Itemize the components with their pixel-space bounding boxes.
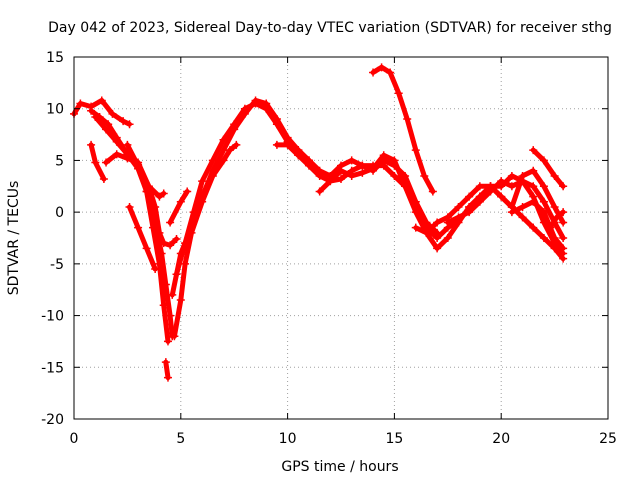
y-tick-label: 0 — [55, 205, 64, 221]
plot-frame — [73, 56, 609, 420]
series-track-22 — [546, 208, 568, 232]
data-series — [70, 63, 568, 382]
y-axis-label: SDTVAR / TECUs — [6, 181, 22, 296]
series-line — [103, 151, 179, 248]
series-track-12 — [166, 187, 192, 227]
series-track-19 — [465, 166, 568, 227]
series-line — [174, 101, 312, 277]
x-tick-label: 20 — [492, 431, 510, 447]
series-markers — [161, 358, 172, 382]
series-track-11 — [172, 99, 313, 279]
series-line — [127, 204, 158, 272]
series-line — [445, 178, 566, 241]
y-tick-label: -10 — [41, 309, 64, 325]
series-line — [509, 199, 566, 251]
series-track-8 — [161, 358, 172, 382]
series-track-21 — [529, 146, 568, 191]
series-markers — [166, 187, 192, 227]
series-line — [370, 64, 436, 194]
series-markers — [172, 99, 313, 279]
x-tick-label: 15 — [385, 431, 403, 447]
chart-title: Day 042 of 2023, Sidereal Day-to-day VTE… — [48, 20, 612, 36]
series-track-20 — [507, 197, 568, 253]
axis-ticks: 0 5 10 15 20 25 15 10 5 0 -5 -10 -15 -20 — [41, 50, 617, 447]
x-tick-label: 0 — [70, 431, 79, 447]
x-tick-label: 5 — [176, 431, 185, 447]
x-tick-label: 10 — [279, 431, 297, 447]
y-tick-label: -15 — [41, 360, 64, 376]
series-line — [466, 168, 566, 225]
series-markers — [546, 208, 568, 232]
series-markers — [369, 63, 437, 196]
y-tick-label: 10 — [46, 102, 64, 118]
series-track-6 — [125, 202, 160, 274]
series-track-4 — [87, 140, 108, 184]
series-markers — [465, 166, 568, 227]
series-line — [530, 147, 566, 189]
series-markers — [87, 140, 108, 184]
series-markers — [507, 197, 568, 253]
series-markers — [123, 140, 168, 201]
series-markers — [529, 146, 568, 191]
series-line — [167, 189, 190, 225]
series-track-16 — [369, 63, 437, 196]
x-axis-label: GPS time / hours — [281, 459, 398, 475]
y-tick-label: 15 — [46, 50, 64, 66]
series-track-7 — [123, 140, 168, 201]
y-tick-label: -20 — [41, 412, 64, 428]
y-tick-label: 5 — [55, 153, 64, 169]
x-tick-label: 25 — [599, 431, 617, 447]
series-markers — [125, 202, 160, 274]
y-tick-label: -5 — [50, 257, 64, 273]
